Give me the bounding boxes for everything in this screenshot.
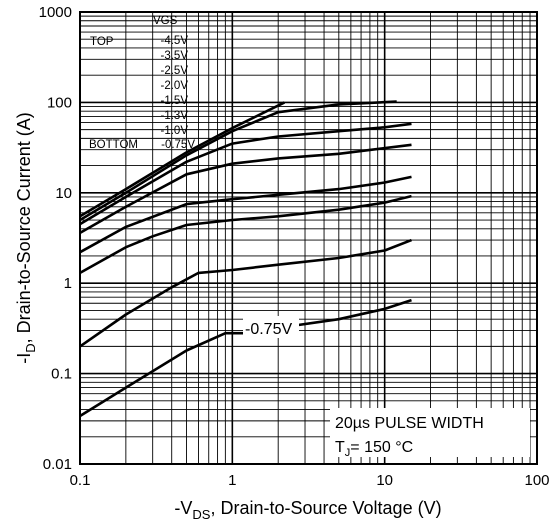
series-line-4 <box>79 175 412 254</box>
y-tick-label: 10 <box>55 185 72 202</box>
plot-frame <box>79 11 538 465</box>
legend-entry: -1.3V <box>161 110 189 122</box>
y-axis-title: -ID, Drain-to-Source Current (A) <box>14 112 38 363</box>
x-axis-title: -VDS, Drain-to-Source Voltage (V) <box>174 498 441 522</box>
x-title-text: , Drain-to-Source Voltage (V) <box>210 498 441 518</box>
series-line-5 <box>79 194 412 275</box>
grid <box>80 12 537 464</box>
annotation-background <box>243 316 299 338</box>
x-tick-label: 1 <box>228 472 236 489</box>
series-line-6 <box>79 238 412 348</box>
legend-entry: -1.5V <box>161 95 189 107</box>
legend-entry: -4.5V <box>161 35 189 47</box>
legend-entry: -2.0V <box>161 80 189 92</box>
y-title-text: , Drain-to-Source Current (A) <box>14 112 34 343</box>
legend-entry: -2.5V <box>161 65 189 77</box>
legend-bottom-label: BOTTOM <box>89 139 138 151</box>
y-tick-label: 100 <box>47 94 72 111</box>
tj-symbol: T <box>335 439 345 456</box>
legend-entry: -0.75V <box>161 139 195 151</box>
curve-annotation: -0.75V <box>245 321 292 338</box>
junction-temperature-note: TJ= 150 °C <box>335 439 413 459</box>
series-line-3 <box>79 143 412 235</box>
series-line-1 <box>79 100 397 222</box>
y-tick-label: 0.01 <box>43 456 72 473</box>
legend: VGS TOP -4.5V -3.5V -2.5V -2.0V -1.5V -1.3V -1… <box>89 15 195 151</box>
series-line-2 <box>79 122 412 226</box>
legend-entry: -3.5V <box>161 50 189 62</box>
x-title-symbol: -V <box>174 498 192 518</box>
y-title-subscript: D <box>23 343 38 352</box>
legend-entries: -4.5V -3.5V -2.5V -2.0V -1.5V -1.3V -1.0V -0.75… <box>161 35 196 151</box>
series-line-0 <box>79 101 286 218</box>
x-tick-label: 100 <box>524 472 549 489</box>
y-tick-label: 0.1 <box>51 366 72 383</box>
y-title-symbol: -I <box>14 353 34 364</box>
pulse-width-note: 20µs PULSE WIDTH <box>335 415 484 432</box>
tj-subscript: J <box>345 447 351 459</box>
x-tick-label: 10 <box>376 472 393 489</box>
note-background <box>330 408 530 457</box>
x-title-subscript: DS <box>192 507 210 522</box>
series-lines <box>79 100 412 418</box>
legend-entry: -1.0V <box>161 125 189 137</box>
legend-top-label: TOP <box>90 36 114 48</box>
y-tick-label: 1000 <box>39 4 72 21</box>
legend-header: VGS <box>153 15 178 27</box>
tj-value: = 150 °C <box>350 439 413 456</box>
y-tick-label: 1 <box>64 275 72 292</box>
x-tick-label: 0.1 <box>70 472 91 489</box>
